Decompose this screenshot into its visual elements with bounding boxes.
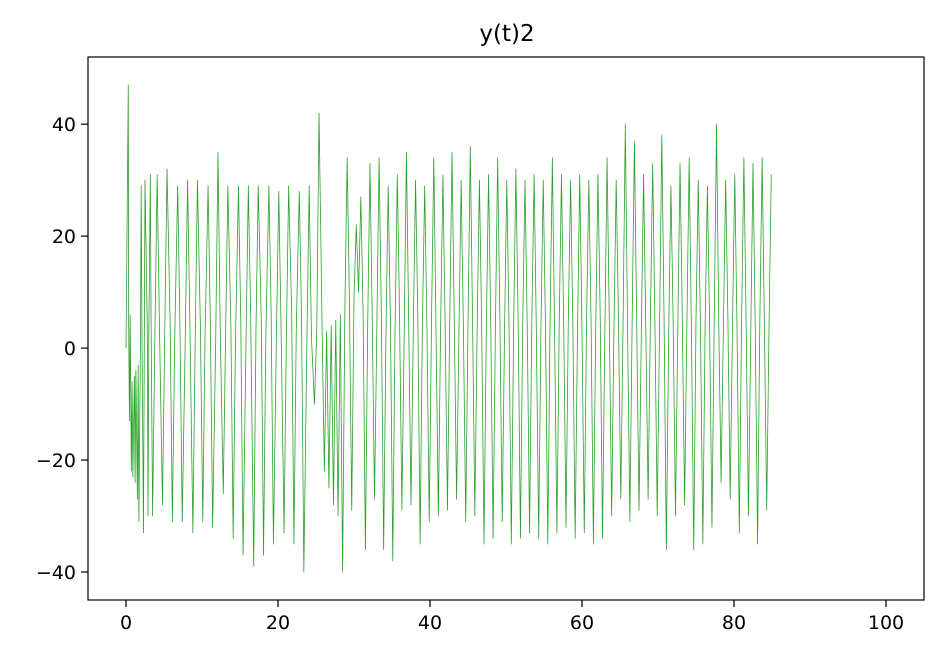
x-tick-label: 0 [120,612,132,634]
axis-ticks [81,123,887,607]
y-tick-label: −20 [36,450,76,472]
y-tick-label: 40 [52,114,76,136]
plot-frame [87,56,925,601]
series-line-1 [125,84,772,573]
y-tick-label: −40 [36,562,76,584]
x-tick-label: 80 [722,612,746,634]
y-tick-label: 0 [64,338,76,360]
x-tick-label: 40 [418,612,442,634]
chart-title: y(t)2 [479,21,534,47]
x-tick-label: 100 [868,612,904,634]
y-tick-label: 20 [52,226,76,248]
x-tick-label: 60 [570,612,594,634]
x-tick-label: 20 [266,612,290,634]
chart-marks [125,84,772,573]
axis-labels: 0 20 40 60 80 100 −40 −20 0 20 40 [36,114,904,634]
